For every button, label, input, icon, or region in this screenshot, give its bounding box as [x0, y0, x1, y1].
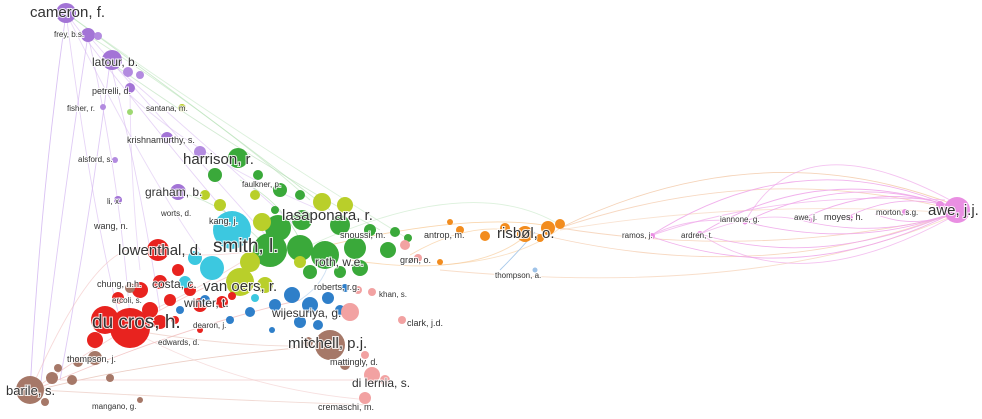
label-frey: frey, b.s.	[54, 30, 84, 39]
label-ramos: ramos, j.	[622, 231, 653, 240]
node[interactable]	[127, 109, 133, 115]
label-clark: clark, j.d.	[407, 318, 443, 328]
node-labels: cameron, f. frey, b.s. latour, b. petrel…	[6, 4, 979, 412]
label-graham: graham, b.	[145, 185, 202, 199]
node[interactable]	[555, 219, 565, 229]
node[interactable]	[94, 32, 102, 40]
label-ercoli: ercoli, s.	[112, 296, 142, 305]
link	[40, 35, 88, 390]
label-thompson-j: thompson, j.	[67, 354, 116, 364]
node[interactable]	[313, 320, 323, 330]
node[interactable]	[269, 327, 275, 333]
link	[66, 13, 330, 210]
node[interactable]	[67, 375, 77, 385]
link	[30, 345, 330, 392]
label-dearon: dearon, j.	[193, 321, 226, 330]
label-faulkner: faulkner, p.	[242, 180, 281, 189]
label-santana: santana, m.	[146, 104, 188, 113]
node[interactable]	[251, 294, 259, 302]
label-awe-j: awe, j.	[794, 213, 817, 222]
label-khan: khan, s.	[379, 290, 407, 299]
node[interactable]	[106, 374, 114, 382]
label-gron: grøn, o.	[400, 255, 431, 265]
node[interactable]	[87, 332, 103, 348]
label-harrison: harrison, r.	[183, 151, 254, 168]
node[interactable]	[341, 303, 359, 321]
node[interactable]	[380, 242, 396, 258]
label-du-cros: du cros, h.	[92, 312, 181, 333]
node[interactable]	[284, 287, 300, 303]
label-thompson-a: thompson, a.	[495, 271, 541, 280]
node[interactable]	[250, 190, 260, 200]
label-barile: barile, s.	[6, 383, 55, 398]
label-winter: winter, t.	[183, 296, 229, 310]
node[interactable]	[137, 397, 143, 403]
label-lowenthal: lowenthal, d.	[118, 242, 202, 259]
label-fisher: fisher, r.	[67, 104, 95, 113]
label-li: li, x.	[107, 197, 121, 206]
node[interactable]	[253, 170, 263, 180]
node[interactable]	[100, 104, 106, 110]
label-mattingly: mattingly, d.	[330, 357, 378, 367]
node[interactable]	[368, 288, 376, 296]
label-smith: smith, l.	[213, 236, 278, 257]
label-lasaponara: lasaponara, r.	[282, 207, 373, 224]
node[interactable]	[322, 292, 334, 304]
node[interactable]	[294, 256, 306, 268]
link	[30, 13, 66, 392]
node[interactable]	[390, 227, 400, 237]
label-antrop: antrop, m.	[424, 230, 465, 240]
node[interactable]	[214, 199, 226, 211]
link	[110, 62, 300, 230]
label-costa: costa, c.	[152, 277, 197, 291]
label-petrelli: petrelli, d.	[92, 86, 131, 96]
node[interactable]	[271, 206, 279, 214]
node[interactable]	[437, 259, 443, 265]
label-edwards: edwards, d.	[158, 338, 199, 347]
node[interactable]	[41, 398, 49, 406]
node[interactable]	[400, 240, 410, 250]
node[interactable]	[245, 307, 255, 317]
label-snoussi: snoussi, m.	[340, 230, 386, 240]
label-latour: latour, b.	[92, 55, 138, 69]
node[interactable]	[136, 71, 144, 79]
label-kang: kang, j.	[209, 216, 238, 226]
node[interactable]	[447, 219, 453, 225]
node[interactable]	[226, 316, 234, 324]
label-mangano: mangano, g.	[92, 402, 136, 411]
label-awe-jj: awe, j.j.	[928, 202, 979, 219]
label-morton: morton, s.g.	[876, 208, 918, 217]
node[interactable]	[480, 231, 490, 241]
node[interactable]	[164, 294, 176, 306]
label-roth: roth, w.e.	[315, 255, 364, 269]
node[interactable]	[253, 213, 271, 231]
node[interactable]	[208, 168, 222, 182]
label-moyes: moyes, h.	[824, 212, 863, 222]
label-wang: wang, n.	[93, 221, 128, 231]
label-van-oers: van oers, r.	[203, 278, 277, 295]
label-cameron: cameron, f.	[30, 4, 105, 21]
label-wijesuriya: wijesuriya, g.	[271, 306, 341, 320]
label-alsford: alsford, s.	[78, 155, 113, 164]
label-worts: worts, d.	[160, 209, 191, 218]
label-ardren: ardren, t.	[681, 231, 713, 240]
label-chung: chung, n.h.	[97, 279, 142, 289]
label-cremaschi: cremaschi, m.	[318, 402, 374, 412]
node[interactable]	[54, 364, 62, 372]
node[interactable]	[295, 190, 305, 200]
label-risbol: risbøl, o.	[497, 225, 555, 242]
node[interactable]	[112, 157, 118, 163]
label-di-lernia: di lernia, s.	[352, 376, 410, 390]
label-krishnamurthy: krishnamurthy, s.	[127, 135, 195, 145]
label-mitchell: mitchell, p.j.	[288, 335, 367, 352]
node[interactable]	[398, 316, 406, 324]
node[interactable]	[200, 256, 224, 280]
label-iannone: iannone, g.	[720, 215, 760, 224]
node[interactable]	[172, 264, 184, 276]
label-roberts: roberts, r.g.	[314, 282, 360, 292]
